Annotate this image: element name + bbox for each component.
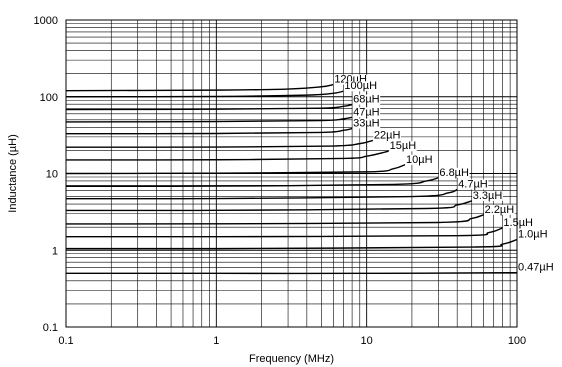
series-line	[65, 238, 518, 250]
series-label-background	[438, 167, 470, 178]
series-label-background	[517, 262, 555, 273]
x-tick-label: 100	[508, 335, 526, 347]
series-line	[65, 188, 458, 200]
series-line	[65, 90, 344, 98]
series-line	[65, 83, 334, 92]
series-label-background	[457, 179, 489, 190]
series-label-background	[502, 217, 534, 228]
y-tick-label: 1000	[34, 15, 58, 27]
y-axis-label: Inductance (µH)	[7, 134, 19, 212]
series-label: 1.5µH	[503, 217, 533, 229]
y-tick-label: 100	[40, 92, 58, 104]
series-label-background	[405, 154, 434, 165]
series-label-background	[333, 74, 368, 85]
series-line	[65, 177, 439, 188]
series-label: 47µH	[353, 106, 380, 118]
series-label-background	[389, 141, 417, 152]
x-axis-label: Frequency (MHz)	[249, 353, 334, 365]
series-label: 10µH	[406, 154, 433, 166]
series-line	[65, 164, 406, 175]
series-label-background	[352, 107, 381, 118]
series-label: 3.3µH	[473, 190, 503, 202]
series-label: 22µH	[374, 129, 401, 141]
series-line	[65, 150, 389, 161]
series-label: 1.0µH	[518, 229, 548, 241]
x-tick-label: 10	[361, 335, 373, 347]
series-line	[65, 227, 503, 238]
y-tick-label: 0.1	[43, 322, 58, 334]
series-label-background	[343, 81, 378, 92]
curves	[65, 83, 518, 275]
y-tick-label: 10	[46, 169, 58, 181]
grid	[65, 20, 517, 328]
series-line	[65, 103, 353, 111]
series-label: 6.8µH	[439, 167, 469, 179]
series-line	[66, 271, 518, 275]
series-label: 68µH	[353, 94, 380, 106]
series-label-background	[472, 190, 503, 201]
series-line	[65, 127, 353, 135]
x-tick-label: 0.1	[58, 335, 73, 347]
series-label: 33µH	[353, 118, 380, 130]
series-label-background	[373, 130, 401, 141]
series-line	[65, 214, 484, 225]
series-line	[65, 139, 374, 148]
series-line	[65, 116, 353, 123]
series-label: 15µH	[390, 140, 417, 152]
series-label-background	[484, 204, 515, 215]
series-label: 2.2µH	[485, 204, 515, 216]
series-label-background	[352, 118, 381, 129]
curve-labels: 120µH100µH68µH47µH33µH22µH15µH10µH6.8µH4…	[333, 74, 555, 274]
x-tick-label: 1	[213, 335, 219, 347]
series-label-background	[352, 94, 381, 105]
y-tick-label: 1	[52, 245, 58, 257]
series-line	[65, 200, 472, 212]
series-label-background	[517, 229, 549, 240]
plot-frame	[65, 19, 518, 328]
tick-labels: 0.1 1 10 100 0.1 1 10 100 1000	[34, 15, 527, 347]
series-label: 0.47µH	[518, 262, 554, 274]
series-label: 100µH	[344, 80, 377, 92]
series-label: 4.7µH	[458, 178, 488, 190]
